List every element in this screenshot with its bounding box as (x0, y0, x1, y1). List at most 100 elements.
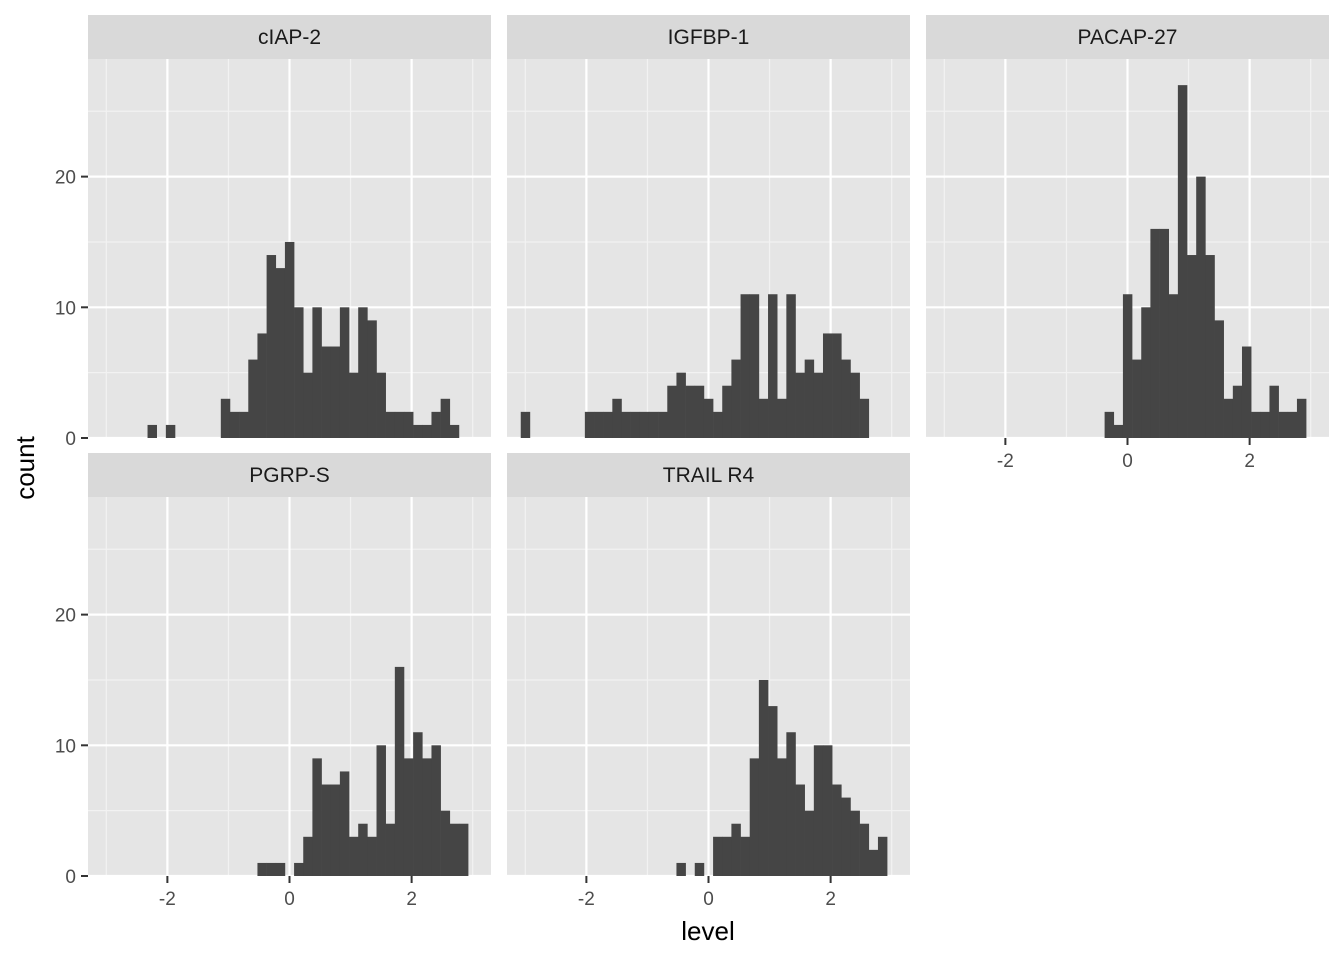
histogram-bar (868, 849, 879, 876)
histogram-bar (731, 823, 741, 876)
histogram-bar (822, 333, 833, 438)
histogram-bar (403, 411, 414, 438)
x-tick-label: 0 (1122, 451, 1133, 472)
histogram-bar (1260, 411, 1270, 438)
histogram-bar (165, 424, 176, 438)
histogram-bar (312, 758, 322, 876)
x-tick-label: -2 (997, 451, 1014, 472)
histogram-bar (703, 398, 714, 438)
facet-strip (507, 15, 910, 59)
histogram-bar (749, 758, 760, 876)
histogram-bar (294, 862, 304, 876)
histogram-bar (349, 372, 359, 438)
histogram-bar (1296, 398, 1307, 438)
facet-strip (507, 453, 910, 497)
x-tick-label: 2 (825, 889, 836, 910)
histogram-bar (667, 385, 677, 438)
y-axis-title: count (10, 435, 40, 499)
histogram-bar (859, 823, 870, 876)
histogram-bar (358, 307, 368, 438)
histogram-bar (1278, 411, 1289, 438)
facet-strip-label: PGRP-S (249, 464, 330, 487)
histogram-bar (841, 359, 851, 438)
histogram-bar (284, 241, 295, 438)
facet-strip-label: cIAP-2 (258, 26, 321, 49)
histogram-bars (676, 679, 888, 876)
histogram-bar (722, 385, 732, 438)
panels-layer: cIAP-2 IGFBP-1 PACAP-27 PGRP-S TRAIL R4 (88, 15, 1329, 878)
histogram-bar (321, 784, 332, 876)
x-tick-label: 2 (406, 889, 417, 910)
y-tick-label: 20 (55, 168, 76, 189)
histogram-bar (376, 372, 386, 438)
histogram-bar (275, 268, 286, 438)
histogram-bar (731, 359, 741, 438)
histogram-bar (403, 758, 414, 876)
y-axis-layer: 0 10 20 0 10 20 (55, 168, 88, 888)
histogram-bar (147, 424, 157, 438)
histogram-bar (639, 411, 650, 438)
histogram-bar (786, 732, 796, 876)
histogram-bar (1150, 228, 1160, 438)
histogram-bar (266, 862, 277, 876)
histogram-bar (367, 836, 377, 876)
histogram-bars (1104, 85, 1307, 438)
histogram-bar (330, 346, 341, 438)
histogram-bar (1205, 255, 1215, 438)
histogram-bar (422, 758, 432, 876)
histogram-bar (257, 862, 267, 876)
facet-panel: PGRP-S (88, 453, 491, 878)
histogram-bar (413, 424, 423, 438)
histogram-bar (859, 398, 870, 438)
histogram-bar (832, 333, 842, 438)
histogram-bar (1187, 255, 1197, 438)
facet-strip-label: IGFBP-1 (668, 26, 750, 49)
histogram-bar (822, 745, 833, 876)
histogram-bar (1104, 411, 1115, 438)
histogram-bar (431, 745, 441, 876)
histogram-bar (449, 424, 460, 438)
facet-strip-label: TRAIL R4 (663, 464, 755, 487)
histogram-bar (266, 255, 277, 438)
histogram-bar (694, 385, 705, 438)
histogram-bar (877, 836, 888, 876)
histogram-bar (630, 411, 641, 438)
histogram-bar (1269, 385, 1279, 438)
histogram-bar (220, 398, 231, 438)
histogram-bar (1196, 176, 1206, 438)
histogram-bar (813, 372, 824, 438)
histogram-bar (795, 372, 805, 438)
histogram-bar (804, 810, 815, 876)
histogram-bar (239, 411, 249, 438)
histogram-bar (248, 359, 258, 438)
histogram-bar (768, 706, 778, 876)
histogram-bar (431, 411, 441, 438)
histogram-bar (1159, 228, 1170, 438)
histogram-bar (449, 823, 460, 876)
histogram-bar (257, 333, 267, 438)
histogram-bars (257, 666, 469, 876)
histogram-bar (749, 294, 760, 438)
histogram-bar (850, 372, 860, 438)
histogram-bar (777, 398, 787, 438)
histogram-bars (520, 294, 870, 438)
histogram-bar (1177, 85, 1188, 438)
histogram-bar (1122, 294, 1133, 438)
histogram-bar (1232, 385, 1243, 438)
histogram-bar (1141, 307, 1151, 438)
facet-panel: TRAIL R4 (507, 453, 910, 878)
histogram-bar (458, 823, 469, 876)
histogram-bar (440, 398, 451, 438)
x-axis-layer: -2 0 2 -2 0 2 -2 0 2 (159, 438, 1255, 910)
histogram-bar (1132, 359, 1142, 438)
histogram-bar (795, 784, 805, 876)
histogram-bar (339, 771, 350, 876)
x-tick-label: 0 (284, 889, 295, 910)
y-tick-label: 0 (65, 867, 76, 888)
histogram-bar (804, 359, 815, 438)
x-axis-title: level (681, 916, 734, 946)
histogram-bar (1223, 398, 1234, 438)
histogram-bar (850, 810, 860, 876)
histogram-bar (676, 372, 686, 438)
